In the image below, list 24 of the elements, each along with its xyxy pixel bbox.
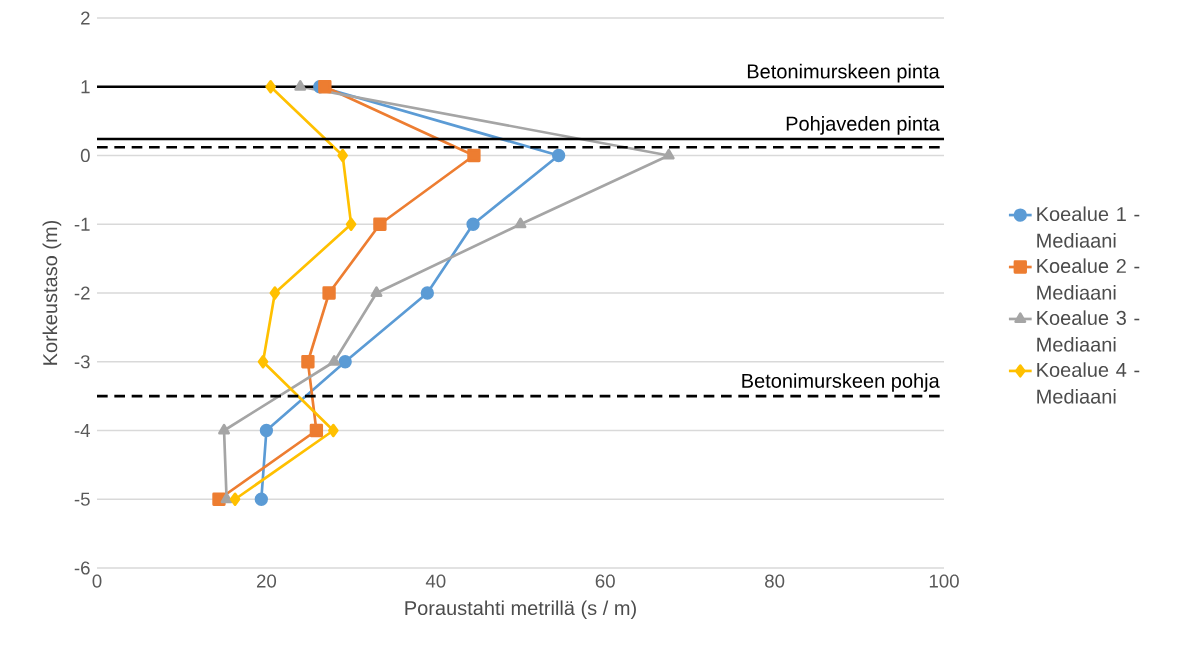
- x-tick-label: 80: [765, 574, 785, 588]
- legend-label: Koealue 1 - Mediaani: [1037, 206, 1140, 248]
- legend-label: Koealue 3 - Mediaani: [1037, 310, 1140, 352]
- y-tick-label: -3: [74, 355, 90, 369]
- y-tick-label: -4: [74, 424, 90, 437]
- y-tick-label: 1: [81, 80, 90, 94]
- y-tick-label: -6: [74, 561, 90, 575]
- x-tick-label: 60: [595, 574, 615, 588]
- ref-line-label: Betonimurskeen pohja: [742, 373, 940, 392]
- legend-label: Koealue 4 - Mediaani: [1037, 362, 1140, 404]
- x-tick-label: 40: [425, 574, 446, 588]
- y-tick-label: 0: [80, 148, 90, 163]
- x-tick-label: 0: [92, 574, 102, 588]
- y-tick-label: -2: [74, 286, 90, 300]
- x-axis-title: Poraustahti metrillä (s / m): [405, 600, 636, 620]
- legend-label: Koealue 2 - Mediaani: [1037, 258, 1140, 300]
- y-tick-label: -5: [74, 492, 90, 506]
- ref-line-label: Pohjaveden pinta: [786, 116, 940, 135]
- y-tick-label: 2: [81, 11, 90, 25]
- y-axis-title: Korkeustaso (m): [42, 220, 62, 365]
- ref-line-label: Betonimurskeen pinta: [747, 63, 940, 83]
- x-tick-label: 100: [929, 574, 959, 588]
- y-tick-label: -1: [74, 217, 90, 231]
- x-tick-label: 20: [256, 574, 277, 588]
